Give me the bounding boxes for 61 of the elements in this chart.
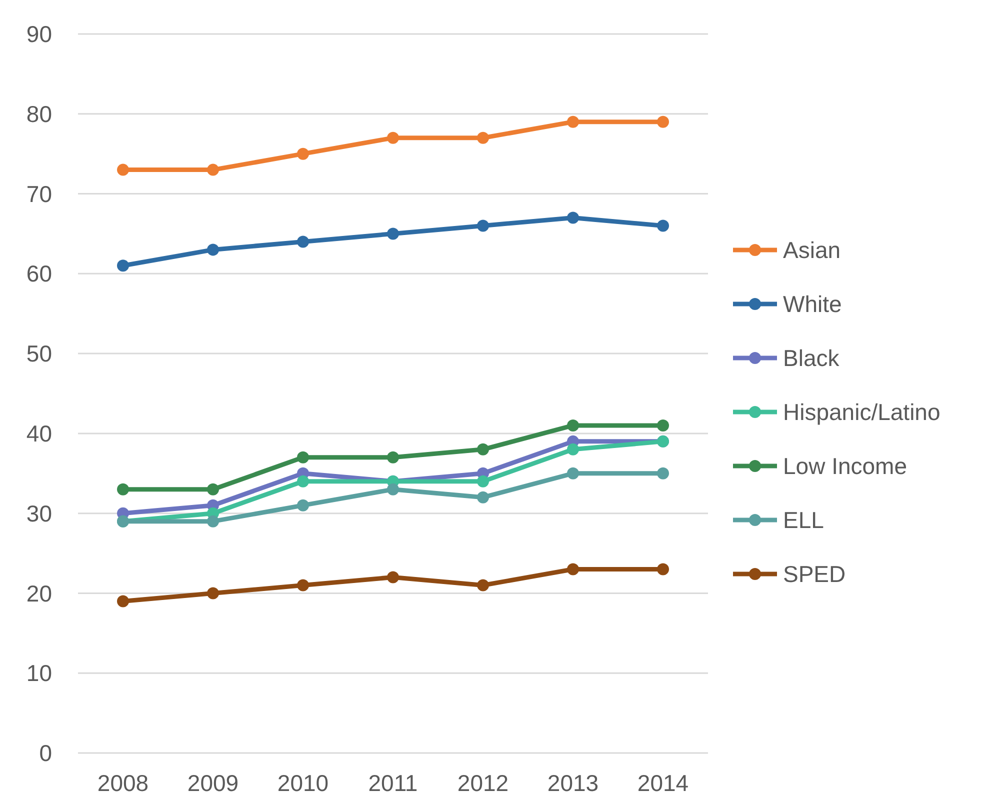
legend-label: SPED bbox=[783, 561, 846, 588]
y-tick-label: 30 bbox=[26, 500, 52, 526]
y-tick-label: 50 bbox=[26, 340, 52, 367]
legend-label: Hispanic/Latino bbox=[783, 399, 940, 426]
point bbox=[297, 236, 309, 248]
y-tick-label: 40 bbox=[26, 420, 52, 446]
point bbox=[657, 220, 669, 232]
y-tick-label: 70 bbox=[26, 180, 52, 207]
point bbox=[567, 116, 579, 128]
point bbox=[117, 164, 129, 176]
point bbox=[297, 475, 309, 488]
point bbox=[207, 515, 219, 528]
point bbox=[387, 571, 399, 584]
point bbox=[477, 443, 489, 456]
point bbox=[297, 499, 309, 512]
point bbox=[117, 483, 129, 496]
legend-label: ELL bbox=[783, 507, 824, 534]
legend-label: Black bbox=[783, 345, 840, 372]
x-tick-label: 2013 bbox=[547, 770, 599, 796]
point bbox=[567, 212, 579, 224]
point bbox=[207, 244, 219, 256]
point bbox=[567, 443, 579, 456]
point bbox=[117, 260, 129, 272]
point bbox=[387, 132, 399, 144]
point bbox=[657, 467, 669, 480]
point bbox=[297, 579, 309, 592]
point bbox=[207, 483, 219, 496]
point bbox=[657, 563, 669, 576]
point bbox=[297, 451, 309, 464]
point bbox=[477, 579, 489, 592]
point bbox=[657, 419, 669, 432]
legend-label: Asian bbox=[783, 237, 841, 264]
y-tick-label: 10 bbox=[26, 660, 52, 686]
point bbox=[387, 483, 399, 496]
point bbox=[207, 587, 219, 600]
legend-label: White bbox=[783, 291, 842, 318]
legend-label: Low Income bbox=[783, 453, 908, 480]
y-tick-label: 80 bbox=[26, 100, 52, 127]
point bbox=[567, 419, 579, 432]
x-tick-label: 2010 bbox=[277, 770, 329, 796]
point bbox=[477, 475, 489, 488]
x-tick-label: 2009 bbox=[187, 770, 239, 796]
point bbox=[477, 132, 489, 144]
point bbox=[387, 451, 399, 464]
point bbox=[387, 228, 399, 240]
y-tick-label: 90 bbox=[26, 21, 52, 48]
point bbox=[657, 116, 669, 128]
x-tick-label: 2008 bbox=[97, 770, 149, 796]
point bbox=[117, 595, 129, 608]
point bbox=[297, 148, 309, 160]
x-tick-label: 2014 bbox=[637, 770, 689, 796]
x-tick-label: 2012 bbox=[457, 770, 509, 796]
y-tick-label: 20 bbox=[26, 580, 52, 606]
point bbox=[477, 220, 489, 232]
point bbox=[567, 467, 579, 480]
x-tick-label: 2011 bbox=[368, 770, 418, 796]
point bbox=[207, 164, 219, 176]
y-tick-label: 60 bbox=[26, 260, 52, 287]
point bbox=[567, 563, 579, 576]
point bbox=[477, 491, 489, 504]
y-tick-label: 0 bbox=[39, 740, 52, 766]
